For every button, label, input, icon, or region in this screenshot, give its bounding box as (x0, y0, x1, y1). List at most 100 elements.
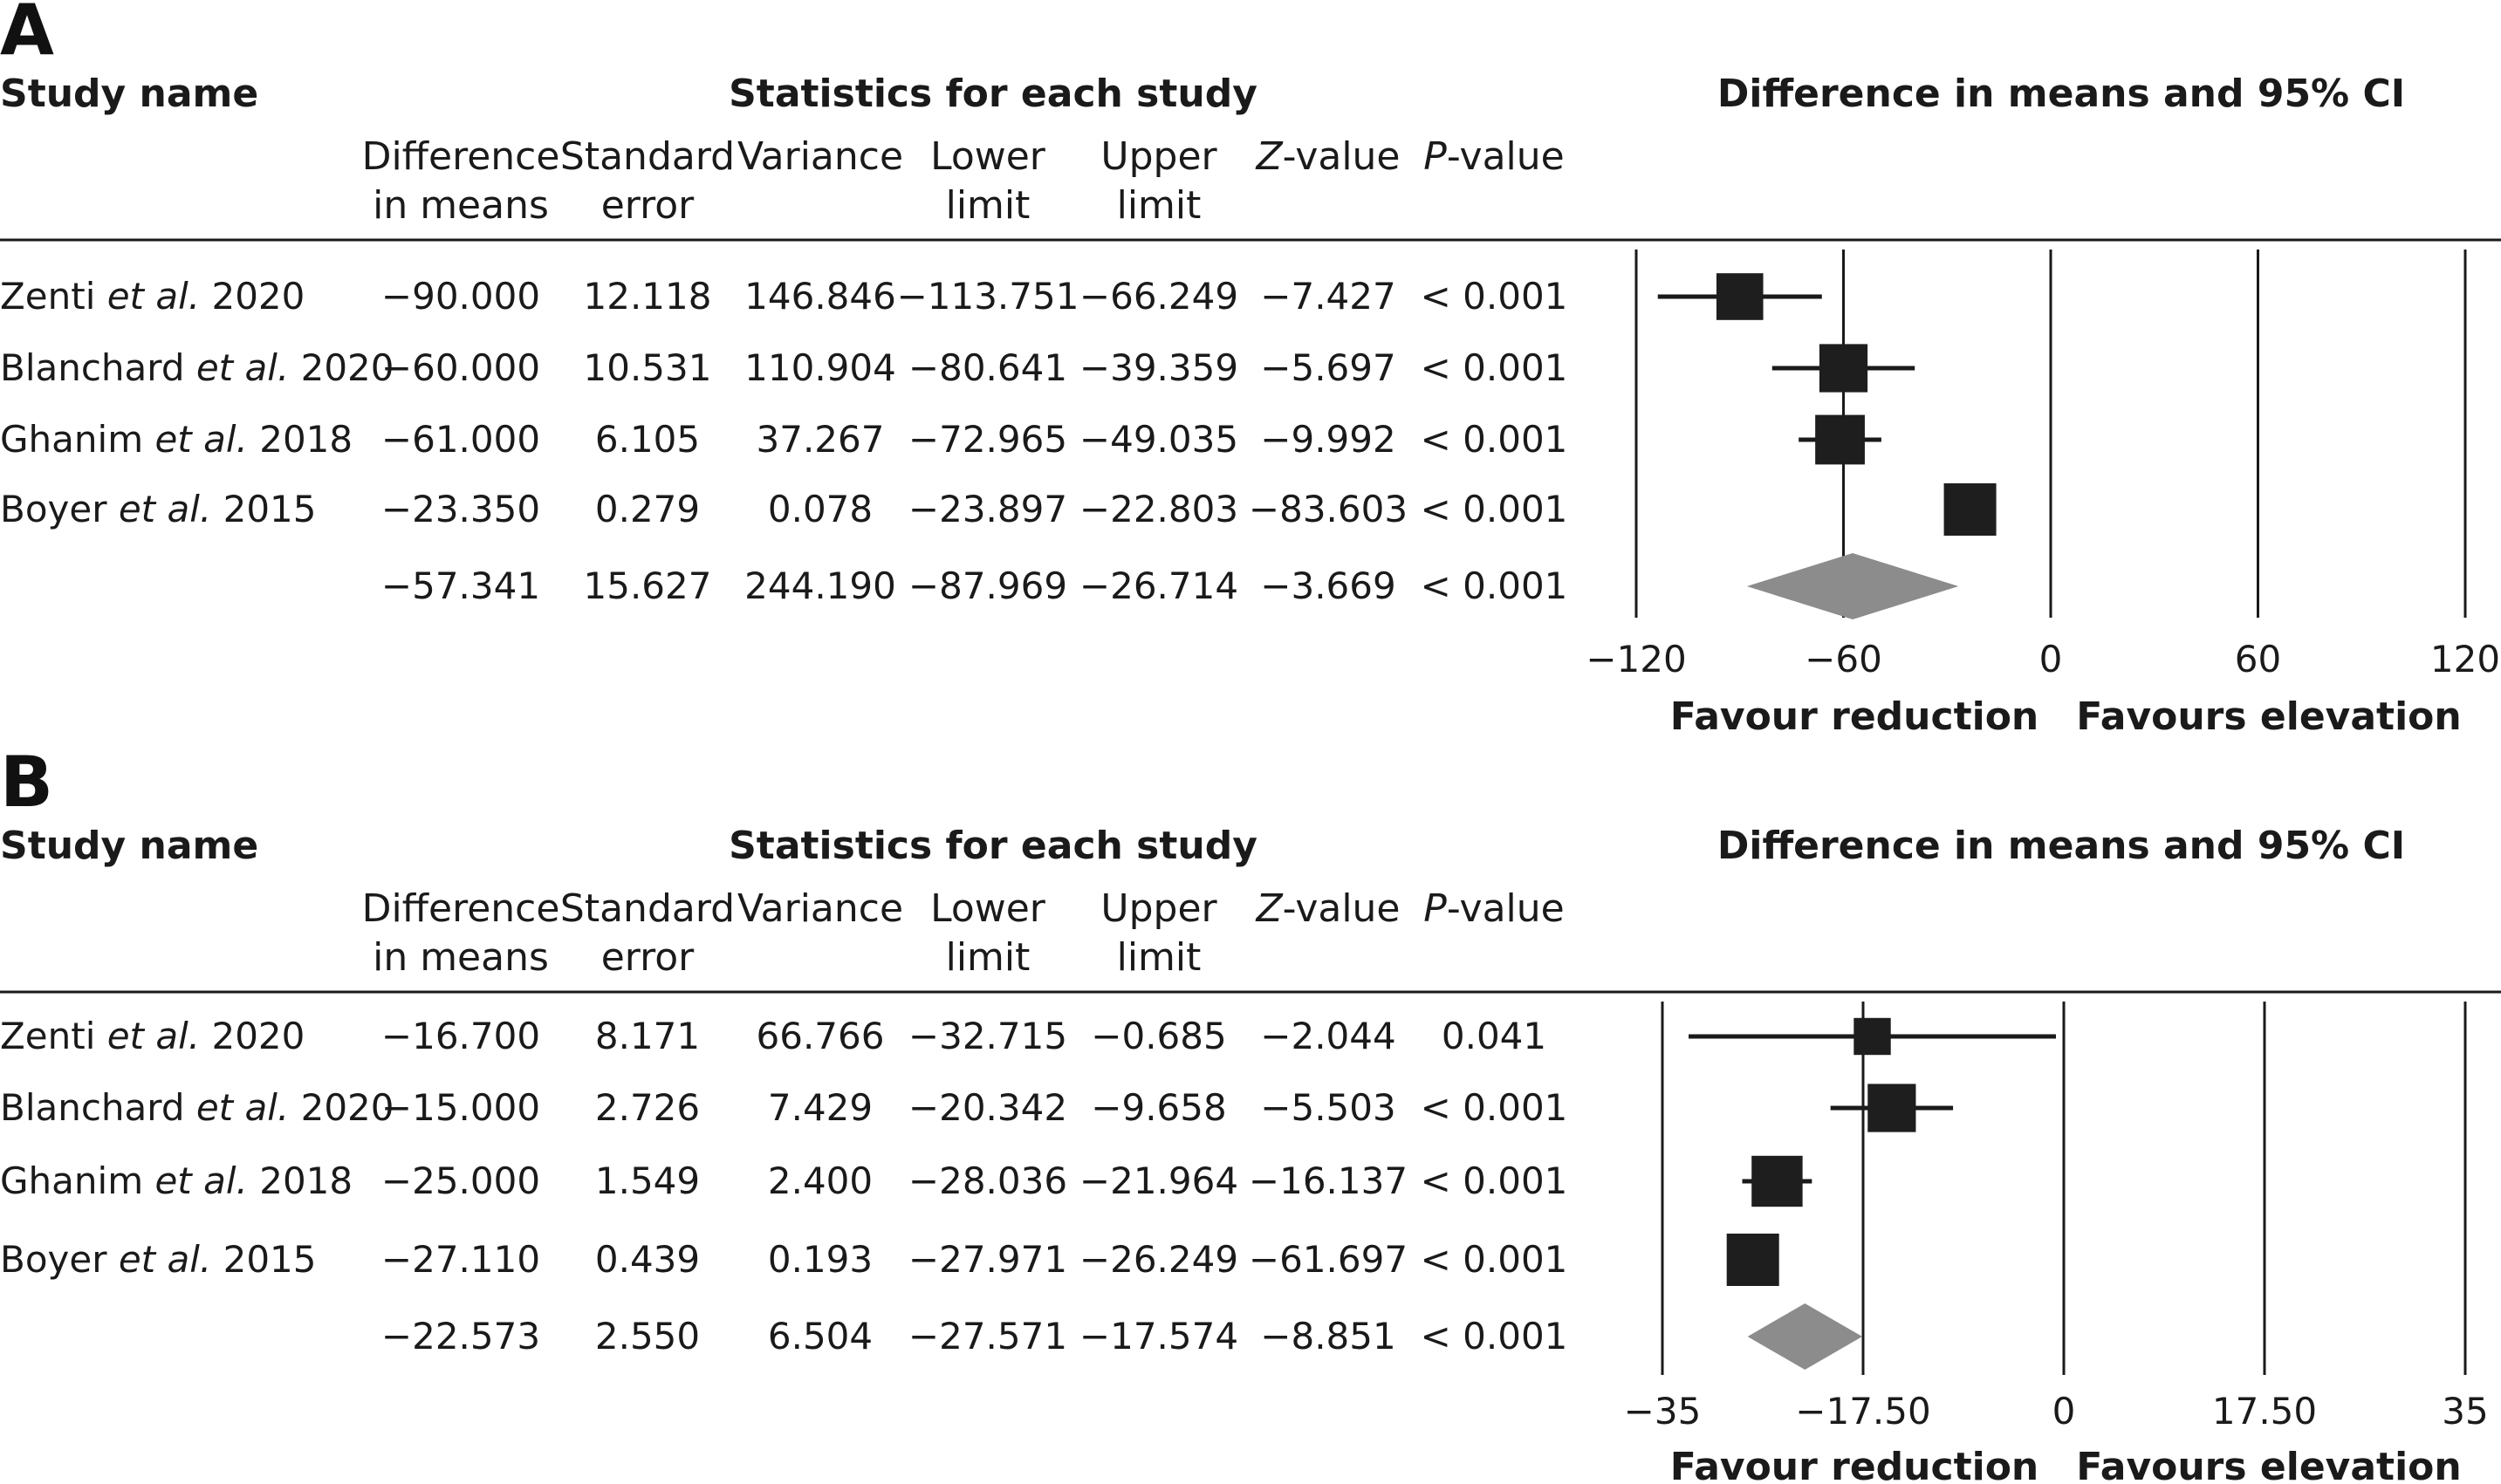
summary-cell: < 0.001 (1421, 564, 1568, 607)
study-cell: −80.641 (908, 346, 1067, 389)
axis-tick-label: −35 (1624, 1390, 1702, 1433)
study-cell: −23.897 (908, 488, 1067, 530)
study-cell: −21.964 (1079, 1159, 1238, 1202)
study-cell: < 0.001 (1421, 346, 1568, 389)
column-header: Upper (1100, 134, 1217, 179)
study-cell: 110.904 (744, 346, 896, 389)
study-cell: 66.766 (757, 1015, 885, 1057)
study-cell: −26.249 (1079, 1238, 1238, 1281)
study-cell: < 0.001 (1421, 488, 1568, 530)
axis-tick-label: 0 (2039, 638, 2063, 680)
column-header: Z-value (1255, 886, 1400, 931)
study-cell: −61.697 (1249, 1238, 1408, 1281)
summary-cell: 15.627 (584, 564, 712, 607)
summary-diamond (1746, 553, 1959, 619)
study-cell: −22.803 (1079, 488, 1238, 530)
study-cell: 7.429 (768, 1086, 873, 1129)
study-cell: 0.078 (768, 488, 873, 530)
axis-tick-label: −120 (1586, 638, 1686, 680)
column-header: Upper (1100, 886, 1217, 931)
study-cell: −66.249 (1079, 275, 1238, 318)
study-name: Zenti et al. 2020 (0, 275, 305, 318)
summary-cell: −27.571 (908, 1315, 1067, 1357)
study-row: Ghanim et al. 2018 −61.000 6.105 37.267 −72.… (0, 414, 1881, 465)
study-name: Blanchard et al. 2020 (0, 346, 394, 389)
study-cell: 0.193 (768, 1238, 873, 1281)
study-cell: −9.658 (1091, 1086, 1226, 1129)
favour-reduction-label: Favour reduction (1670, 694, 2039, 739)
study-cell: −16.700 (381, 1015, 540, 1057)
study-cell: −5.697 (1260, 346, 1395, 389)
study-cell: 12.118 (584, 275, 712, 318)
summary-cell: 244.190 (744, 564, 896, 607)
column-header: P-value (1423, 886, 1564, 931)
study-cell: −5.503 (1260, 1086, 1395, 1129)
study-cell: −113.751 (897, 275, 1079, 318)
summary-cell: −22.573 (381, 1315, 540, 1357)
favour-reduction-label: Favour reduction (1670, 1445, 2039, 1484)
column-header: Variance (737, 886, 903, 931)
study-name: Zenti et al. 2020 (0, 1015, 305, 1057)
column-header: error (601, 183, 695, 228)
effect-marker (1815, 414, 1865, 465)
column-header: Variance (737, 134, 903, 179)
summary-cell: −17.574 (1079, 1315, 1238, 1357)
summary-cell: −57.341 (381, 564, 540, 607)
study-cell: −39.359 (1079, 346, 1238, 389)
study-cell: −7.427 (1260, 275, 1395, 318)
column-header: limit (946, 183, 1031, 228)
axis-tick-label: −17.50 (1795, 1390, 1930, 1433)
study-cell: 2.726 (595, 1086, 700, 1129)
effect-marker (1867, 1084, 1916, 1132)
summary-row: −57.341 15.627 244.190 −87.969 −26.714 −3.669… (381, 553, 1959, 619)
study-cell: −72.965 (908, 418, 1067, 461)
column-header: limit (1117, 183, 1202, 228)
study-row: Blanchard et al. 2020−15.000 2.726 7.429 −2… (0, 1084, 1954, 1132)
study-cell: −15.000 (381, 1086, 540, 1129)
study-cell: −25.000 (381, 1159, 540, 1202)
ci-header: Difference in means and 95% CI (1717, 72, 2405, 116)
column-header: Lower (930, 134, 1046, 179)
study-cell: −61.000 (381, 418, 540, 461)
study-cell: < 0.001 (1421, 1238, 1568, 1281)
study-cell: 0.439 (595, 1238, 700, 1281)
effect-marker (1819, 344, 1868, 393)
study-cell: −9.992 (1260, 418, 1395, 461)
axis-tick-label: 0 (2052, 1390, 2076, 1433)
study-cell: −2.044 (1260, 1015, 1395, 1057)
study-row: Boyer et al. 2015 −23.350 0.279 0.078 −23.89… (0, 483, 1997, 536)
study-cell: < 0.001 (1421, 275, 1568, 318)
study-cell: −60.000 (381, 346, 540, 389)
study-cell: 0.041 (1442, 1015, 1546, 1057)
summary-cell: −8.851 (1260, 1315, 1395, 1357)
study-cell: 1.549 (595, 1159, 700, 1202)
study-cell: −49.035 (1079, 418, 1238, 461)
study-name: Ghanim et al. 2018 (0, 1159, 353, 1202)
study-cell: −27.971 (908, 1238, 1067, 1281)
study-row: Boyer et al. 2015 −27.110 0.439 0.193 −27.97… (0, 1234, 1779, 1286)
summary-cell: 6.504 (768, 1315, 873, 1357)
study-cell: 10.531 (584, 346, 712, 389)
study-cell: < 0.001 (1421, 1159, 1568, 1202)
axis-tick-label: 120 (2430, 638, 2500, 680)
study-cell: −28.036 (908, 1159, 1067, 1202)
summary-cell: −3.669 (1260, 564, 1395, 607)
summary-cell: −87.969 (908, 564, 1067, 607)
axis-tick-label: 35 (2442, 1390, 2488, 1433)
effect-marker (1751, 1155, 1803, 1207)
study-name: Ghanim et al. 2018 (0, 418, 353, 461)
column-header: Standard (560, 886, 735, 931)
panel-label: A (0, 0, 54, 71)
study-cell: −32.715 (908, 1015, 1067, 1057)
study-cell: −16.137 (1249, 1159, 1408, 1202)
column-header: Difference (362, 886, 560, 931)
summary-cell: −26.714 (1079, 564, 1238, 607)
study-cell: 2.400 (768, 1159, 873, 1202)
axis-tick-label: −60 (1805, 638, 1882, 680)
study-name: Boyer et al. 2015 (0, 1238, 317, 1281)
study-name: Blanchard et al. 2020 (0, 1086, 394, 1129)
study-cell: 8.171 (595, 1015, 700, 1057)
study-cell: −23.350 (381, 488, 540, 530)
study-name: Boyer et al. 2015 (0, 488, 317, 530)
